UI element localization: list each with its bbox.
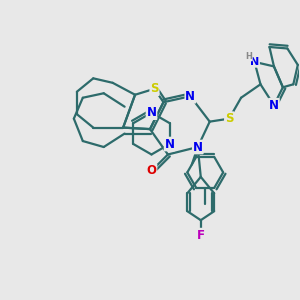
Text: N: N [250, 57, 259, 67]
Text: N: N [146, 106, 157, 119]
Text: S: S [225, 112, 233, 125]
Text: N: N [165, 137, 175, 151]
Text: H: H [246, 52, 253, 61]
Text: N: N [193, 140, 203, 154]
Text: F: F [197, 229, 205, 242]
Text: N: N [185, 90, 195, 103]
Text: N: N [269, 99, 279, 112]
Text: S: S [150, 82, 159, 95]
Text: O: O [146, 164, 157, 177]
